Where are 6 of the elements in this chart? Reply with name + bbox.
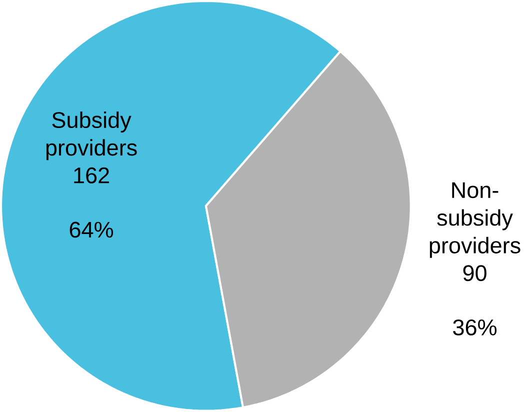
data-label: 162 [74, 167, 109, 184]
text: 36% [453, 320, 497, 336]
data-label: 90 [463, 265, 486, 282]
slice-label: Subsidy providers [46, 112, 137, 160]
slice-label: Non-subsidy providers [430, 182, 520, 258]
text: 64% [70, 222, 114, 238]
